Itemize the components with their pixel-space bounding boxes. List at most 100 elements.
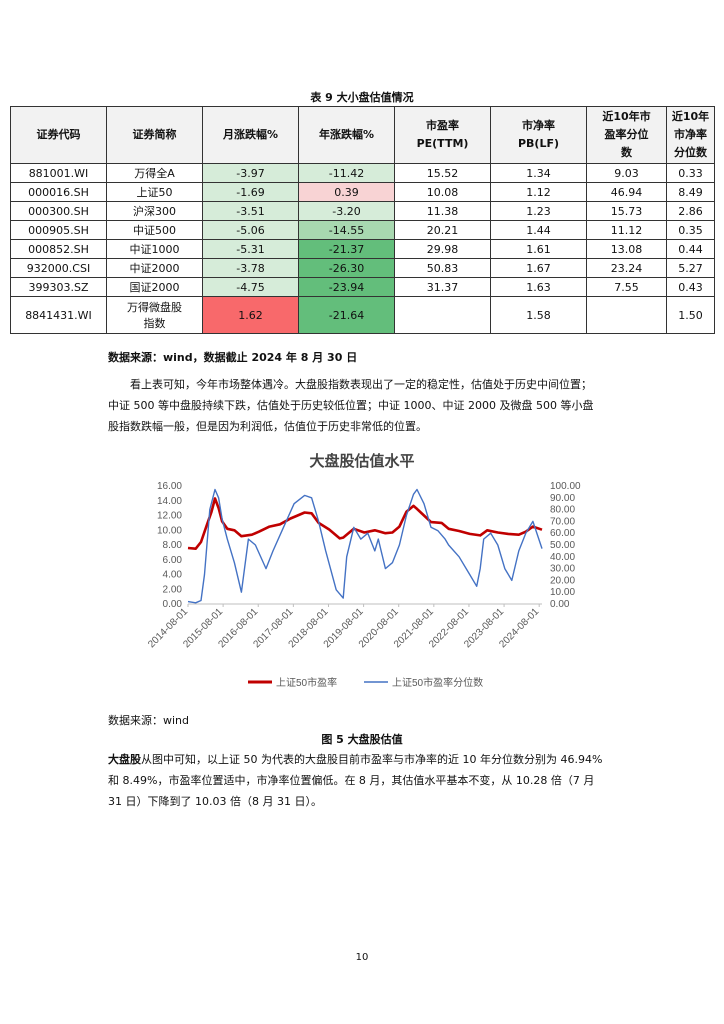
y-left-tick-label: 6.00 <box>163 555 183 566</box>
table-row: 000852.SH 中证1000 -5.31 -21.37 29.98 1.61 13.08… <box>10 239 715 259</box>
table-cell: 1.50 <box>666 296 715 334</box>
y-right-tick-label: 80.00 <box>550 505 575 516</box>
table-cell: -21.37 <box>298 239 395 259</box>
y-left-tick-label: 4.00 <box>163 570 183 581</box>
table-cell: 中证500 <box>106 220 203 240</box>
table-cell: 1.61 <box>490 239 587 259</box>
table-cell: 国证2000 <box>106 277 203 297</box>
table-body: 881001.WI 万得全A -3.97 -11.42 15.52 1.34 9.03 0.3… <box>10 163 715 334</box>
y-right-tick-label: 40.00 <box>550 552 575 563</box>
table-cell: 中证1000 <box>106 239 203 259</box>
table-cell: 上证50 <box>106 182 203 202</box>
legend-label: 上证50市盈率 <box>276 676 337 689</box>
table-cell: 29.98 <box>394 239 491 259</box>
page-number: 10 <box>355 952 369 963</box>
table-cell: -5.06 <box>202 220 299 240</box>
y-right-tick-label: 20.00 <box>550 575 575 586</box>
y-left-tick-label: 2.00 <box>163 584 183 595</box>
table-cell: 中证2000 <box>106 258 203 278</box>
table-caption: 表 9 大小盘估值情况 <box>310 91 414 104</box>
table-cell: 31.37 <box>394 277 491 297</box>
table-cell: 0.43 <box>666 277 715 297</box>
column-header: 证券简称 <box>106 106 203 164</box>
table-cell: -1.69 <box>202 182 299 202</box>
table-cell: 1.63 <box>490 277 587 297</box>
table-cell: 15.73 <box>586 201 667 221</box>
table-row: 8841431.WI 万得微盘股 指数 1.62 -21.64 1.58 1.50 <box>10 296 715 334</box>
table-cell: 15.52 <box>394 163 491 183</box>
y-left-tick-label: 14.00 <box>157 496 182 507</box>
table-cell: 399303.SZ <box>10 277 107 297</box>
table-cell: 11.12 <box>586 220 667 240</box>
table-cell: -3.97 <box>202 163 299 183</box>
chart-title: 大盘股估值水平 <box>309 452 415 470</box>
table-cell: -23.94 <box>298 277 395 297</box>
y-right-tick-label: 0.00 <box>550 599 570 610</box>
column-header: 近10年市 盈率分位 数 <box>586 106 667 164</box>
pe-percentile-series-line <box>187 488 543 604</box>
column-header: 年涨跌幅% <box>298 106 395 164</box>
table-cell: 0.35 <box>666 220 715 240</box>
table-header-row: 证券代码 证券简称 月涨跌幅% 年涨跌幅% 市盈率 PE(TTM) 市净率 PB(LF) 近… <box>10 106 715 164</box>
analysis-paragraph: 看上表可知，今年市场整体遇冷。大盘股指数表现出了一定的稳定性，估值处于历史中间位… <box>108 378 594 433</box>
table-cell: 23.24 <box>586 258 667 278</box>
table-cell: 万得微盘股 指数 <box>106 296 203 334</box>
column-header: 月涨跌幅% <box>202 106 299 164</box>
table-cell: 7.55 <box>586 277 667 297</box>
y-right-tick-label: 90.00 <box>550 493 575 504</box>
table-cell: 000905.SH <box>10 220 107 240</box>
table-cell: -26.30 <box>298 258 395 278</box>
table-cell: 5.27 <box>666 258 715 278</box>
table-cell: 1.67 <box>490 258 587 278</box>
pe-series-line <box>187 497 543 550</box>
table-cell: 881001.WI <box>10 163 107 183</box>
table-cell: -3.78 <box>202 258 299 278</box>
paragraph-body: 从图中可知，以上证 50 为代表的大盘股目前市盈率与市净率的近 10 年分位数分… <box>108 753 603 808</box>
y-right-tick-label: 50.00 <box>550 540 575 551</box>
table-row: 000016.SH 上证50 -1.69 0.39 10.08 1.12 46.94 8.49 <box>10 182 715 202</box>
table-cell: 8841431.WI <box>10 296 107 334</box>
table-cell: -3.20 <box>298 201 395 221</box>
valuation-line-chart: 0.00 2.00 4.00 6.00 8.00 10.00 12.00 14.00 16.00… <box>146 481 581 689</box>
valuation-table: 证券代码 证券简称 月涨跌幅% 年涨跌幅% 市盈率 PE(TTM) 市净率 PB(LF) 近… <box>10 106 715 334</box>
column-header: 证券代码 <box>10 106 107 164</box>
figure-caption: 图 5 大盘股估值 <box>321 733 403 746</box>
table-cell: 10.08 <box>394 182 491 202</box>
table-row: 000300.SH 沪深300 -3.51 -3.20 11.38 1.23 15.73 2.… <box>10 201 715 221</box>
table-cell: 1.23 <box>490 201 587 221</box>
table-cell: -3.51 <box>202 201 299 221</box>
table-cell: 1.58 <box>490 296 587 334</box>
y-right-tick-label: 10.00 <box>550 587 575 598</box>
table-row: 932000.CSI 中证2000 -3.78 -26.30 50.83 1.67 23.2… <box>10 258 715 278</box>
table-cell: 11.38 <box>394 201 491 221</box>
y-left-tick-label: 0.00 <box>163 599 183 610</box>
table-cell: 8.49 <box>666 182 715 202</box>
table-cell: 932000.CSI <box>10 258 107 278</box>
table-cell: 沪深300 <box>106 201 203 221</box>
y-left-tick-label: 12.00 <box>157 511 182 522</box>
table-cell: 9.03 <box>586 163 667 183</box>
table-row: 399303.SZ 国证2000 -4.75 -23.94 31.37 1.63 7.55 0… <box>10 277 715 297</box>
legend-label: 上证50市盈率分位数 <box>392 676 483 689</box>
table-cell: -21.64 <box>298 296 395 334</box>
table-cell: -5.31 <box>202 239 299 259</box>
chart-source-note: 数据来源：wind <box>108 714 190 727</box>
table-cell: 0.39 <box>298 182 395 202</box>
table-cell: 000016.SH <box>10 182 107 202</box>
table-cell: 20.21 <box>394 220 491 240</box>
table-cell <box>586 296 667 334</box>
table-cell: 0.33 <box>666 163 715 183</box>
table-cell: -14.55 <box>298 220 395 240</box>
table-row: 000905.SH 中证500 -5.06 -14.55 20.21 1.44 11.12 0… <box>10 220 715 240</box>
y-left-tick-label: 8.00 <box>163 540 183 551</box>
table-cell: -11.42 <box>298 163 395 183</box>
table-cell: 000300.SH <box>10 201 107 221</box>
column-header: 市盈率 PE(TTM) <box>394 106 491 164</box>
table-row: 881001.WI 万得全A -3.97 -11.42 15.52 1.34 9.03 0.3… <box>10 163 715 183</box>
table-cell: 1.62 <box>202 296 299 334</box>
table-cell: 万得全A <box>106 163 203 183</box>
table-cell: 000852.SH <box>10 239 107 259</box>
column-header: 市净率 PB(LF) <box>490 106 587 164</box>
table-cell: 1.12 <box>490 182 587 202</box>
y-left-tick-label: 16.00 <box>157 481 182 492</box>
